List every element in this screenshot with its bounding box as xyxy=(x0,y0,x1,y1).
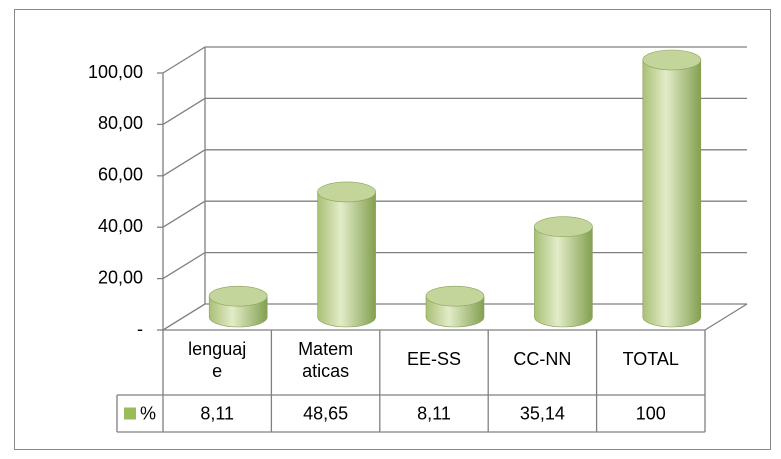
x-tick-label: lenguaje xyxy=(188,339,247,381)
data-label: 100 xyxy=(636,403,666,423)
cylinder-top xyxy=(317,181,376,203)
cylinder-body xyxy=(642,59,702,328)
category-cell: TOTAL xyxy=(622,349,679,369)
grid-line xyxy=(162,97,747,125)
cylinder-top xyxy=(534,216,593,237)
cylinder-top xyxy=(642,49,702,71)
floor-edge xyxy=(704,303,748,331)
cylinder-top xyxy=(208,285,268,307)
y-tick-label: 100,00 xyxy=(88,62,143,82)
grid-line xyxy=(162,149,747,177)
y-tick-label: 20,00 xyxy=(98,267,143,287)
y-tick-label: 40,00 xyxy=(98,216,143,236)
legend-key xyxy=(124,407,136,420)
data-label: 35,14 xyxy=(520,403,565,423)
category-cell: lenguaje xyxy=(188,339,247,381)
legend-label: % xyxy=(140,403,156,423)
category-cell: CC-NN xyxy=(513,349,572,369)
category-cell: Matematicas xyxy=(298,339,354,381)
data-label: 8,11 xyxy=(417,403,451,423)
x-tick-label: TOTAL xyxy=(622,349,679,369)
cylinder-top xyxy=(425,285,485,307)
y-tick-label: 80,00 xyxy=(98,113,143,133)
grid-line xyxy=(162,46,747,74)
cylinder-body xyxy=(534,226,593,328)
data-label: 8,11 xyxy=(200,403,234,423)
grid-line xyxy=(162,200,747,228)
x-tick-label: CC-NN xyxy=(513,349,572,369)
y-tick-label: 60,00 xyxy=(98,165,143,185)
y-tick-label: - xyxy=(137,319,143,339)
x-tick-label: EE-SS xyxy=(406,349,461,369)
category-cell: EE-SS xyxy=(406,349,461,369)
data-label: 48,65 xyxy=(303,403,348,423)
x-tick-label: Matematicas xyxy=(298,339,354,381)
cylinder-body xyxy=(317,191,376,328)
